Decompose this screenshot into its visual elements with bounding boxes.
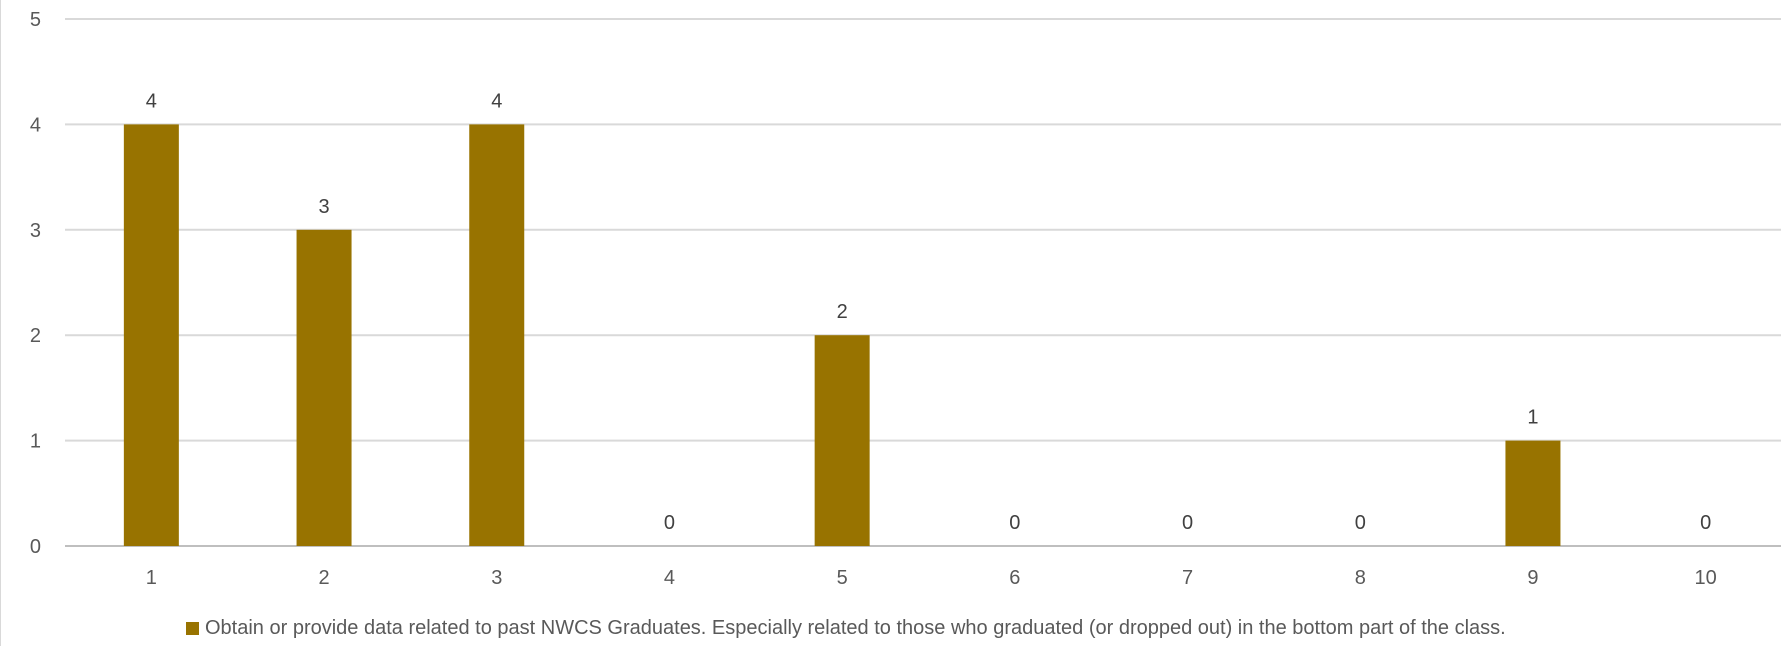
legend: Obtain or provide data related to past N… xyxy=(186,617,1506,640)
bar xyxy=(814,335,870,546)
x-tick-label: 8 xyxy=(1355,567,1366,589)
x-tick-label: 3 xyxy=(491,567,502,589)
y-tick-label: 4 xyxy=(30,114,41,136)
y-tick-label: 2 xyxy=(30,325,41,347)
x-tick-label: 7 xyxy=(1182,567,1193,589)
bar xyxy=(469,124,525,547)
data-label: 0 xyxy=(664,512,675,534)
x-tick-label: 2 xyxy=(318,567,329,589)
x-tick-label: 5 xyxy=(837,567,848,589)
x-tick-label: 1 xyxy=(146,567,157,589)
x-tick-label: 9 xyxy=(1527,567,1538,589)
y-tick-label: 5 xyxy=(30,9,41,31)
x-axis-ticks: 1 2 3 4 5 6 7 8 9 10 xyxy=(146,567,1717,589)
data-label: 0 xyxy=(1182,512,1193,534)
data-label: 4 xyxy=(146,90,157,112)
y-axis-ticks: 0 1 2 3 4 5 xyxy=(30,9,41,558)
y-tick-label: 0 xyxy=(30,536,41,558)
bar xyxy=(123,124,179,547)
x-tick-label: 10 xyxy=(1695,567,1717,589)
data-label: 2 xyxy=(837,301,848,323)
data-label: 0 xyxy=(1700,512,1711,534)
data-label: 0 xyxy=(1355,512,1366,534)
data-label: 0 xyxy=(1009,512,1020,534)
x-tick-label: 6 xyxy=(1009,567,1020,589)
legend-swatch xyxy=(186,622,199,635)
data-label: 4 xyxy=(491,90,502,112)
bar xyxy=(1505,440,1561,546)
y-tick-label: 3 xyxy=(30,220,41,242)
data-labels: 4 3 4 0 2 0 0 0 1 0 xyxy=(146,90,1711,534)
legend-label: Obtain or provide data related to past N… xyxy=(205,617,1506,639)
data-label: 1 xyxy=(1527,407,1538,429)
y-tick-label: 1 xyxy=(30,431,41,453)
x-tick-label: 4 xyxy=(664,567,675,589)
bars xyxy=(123,124,1561,547)
data-label: 3 xyxy=(318,196,329,218)
bar xyxy=(296,229,352,547)
